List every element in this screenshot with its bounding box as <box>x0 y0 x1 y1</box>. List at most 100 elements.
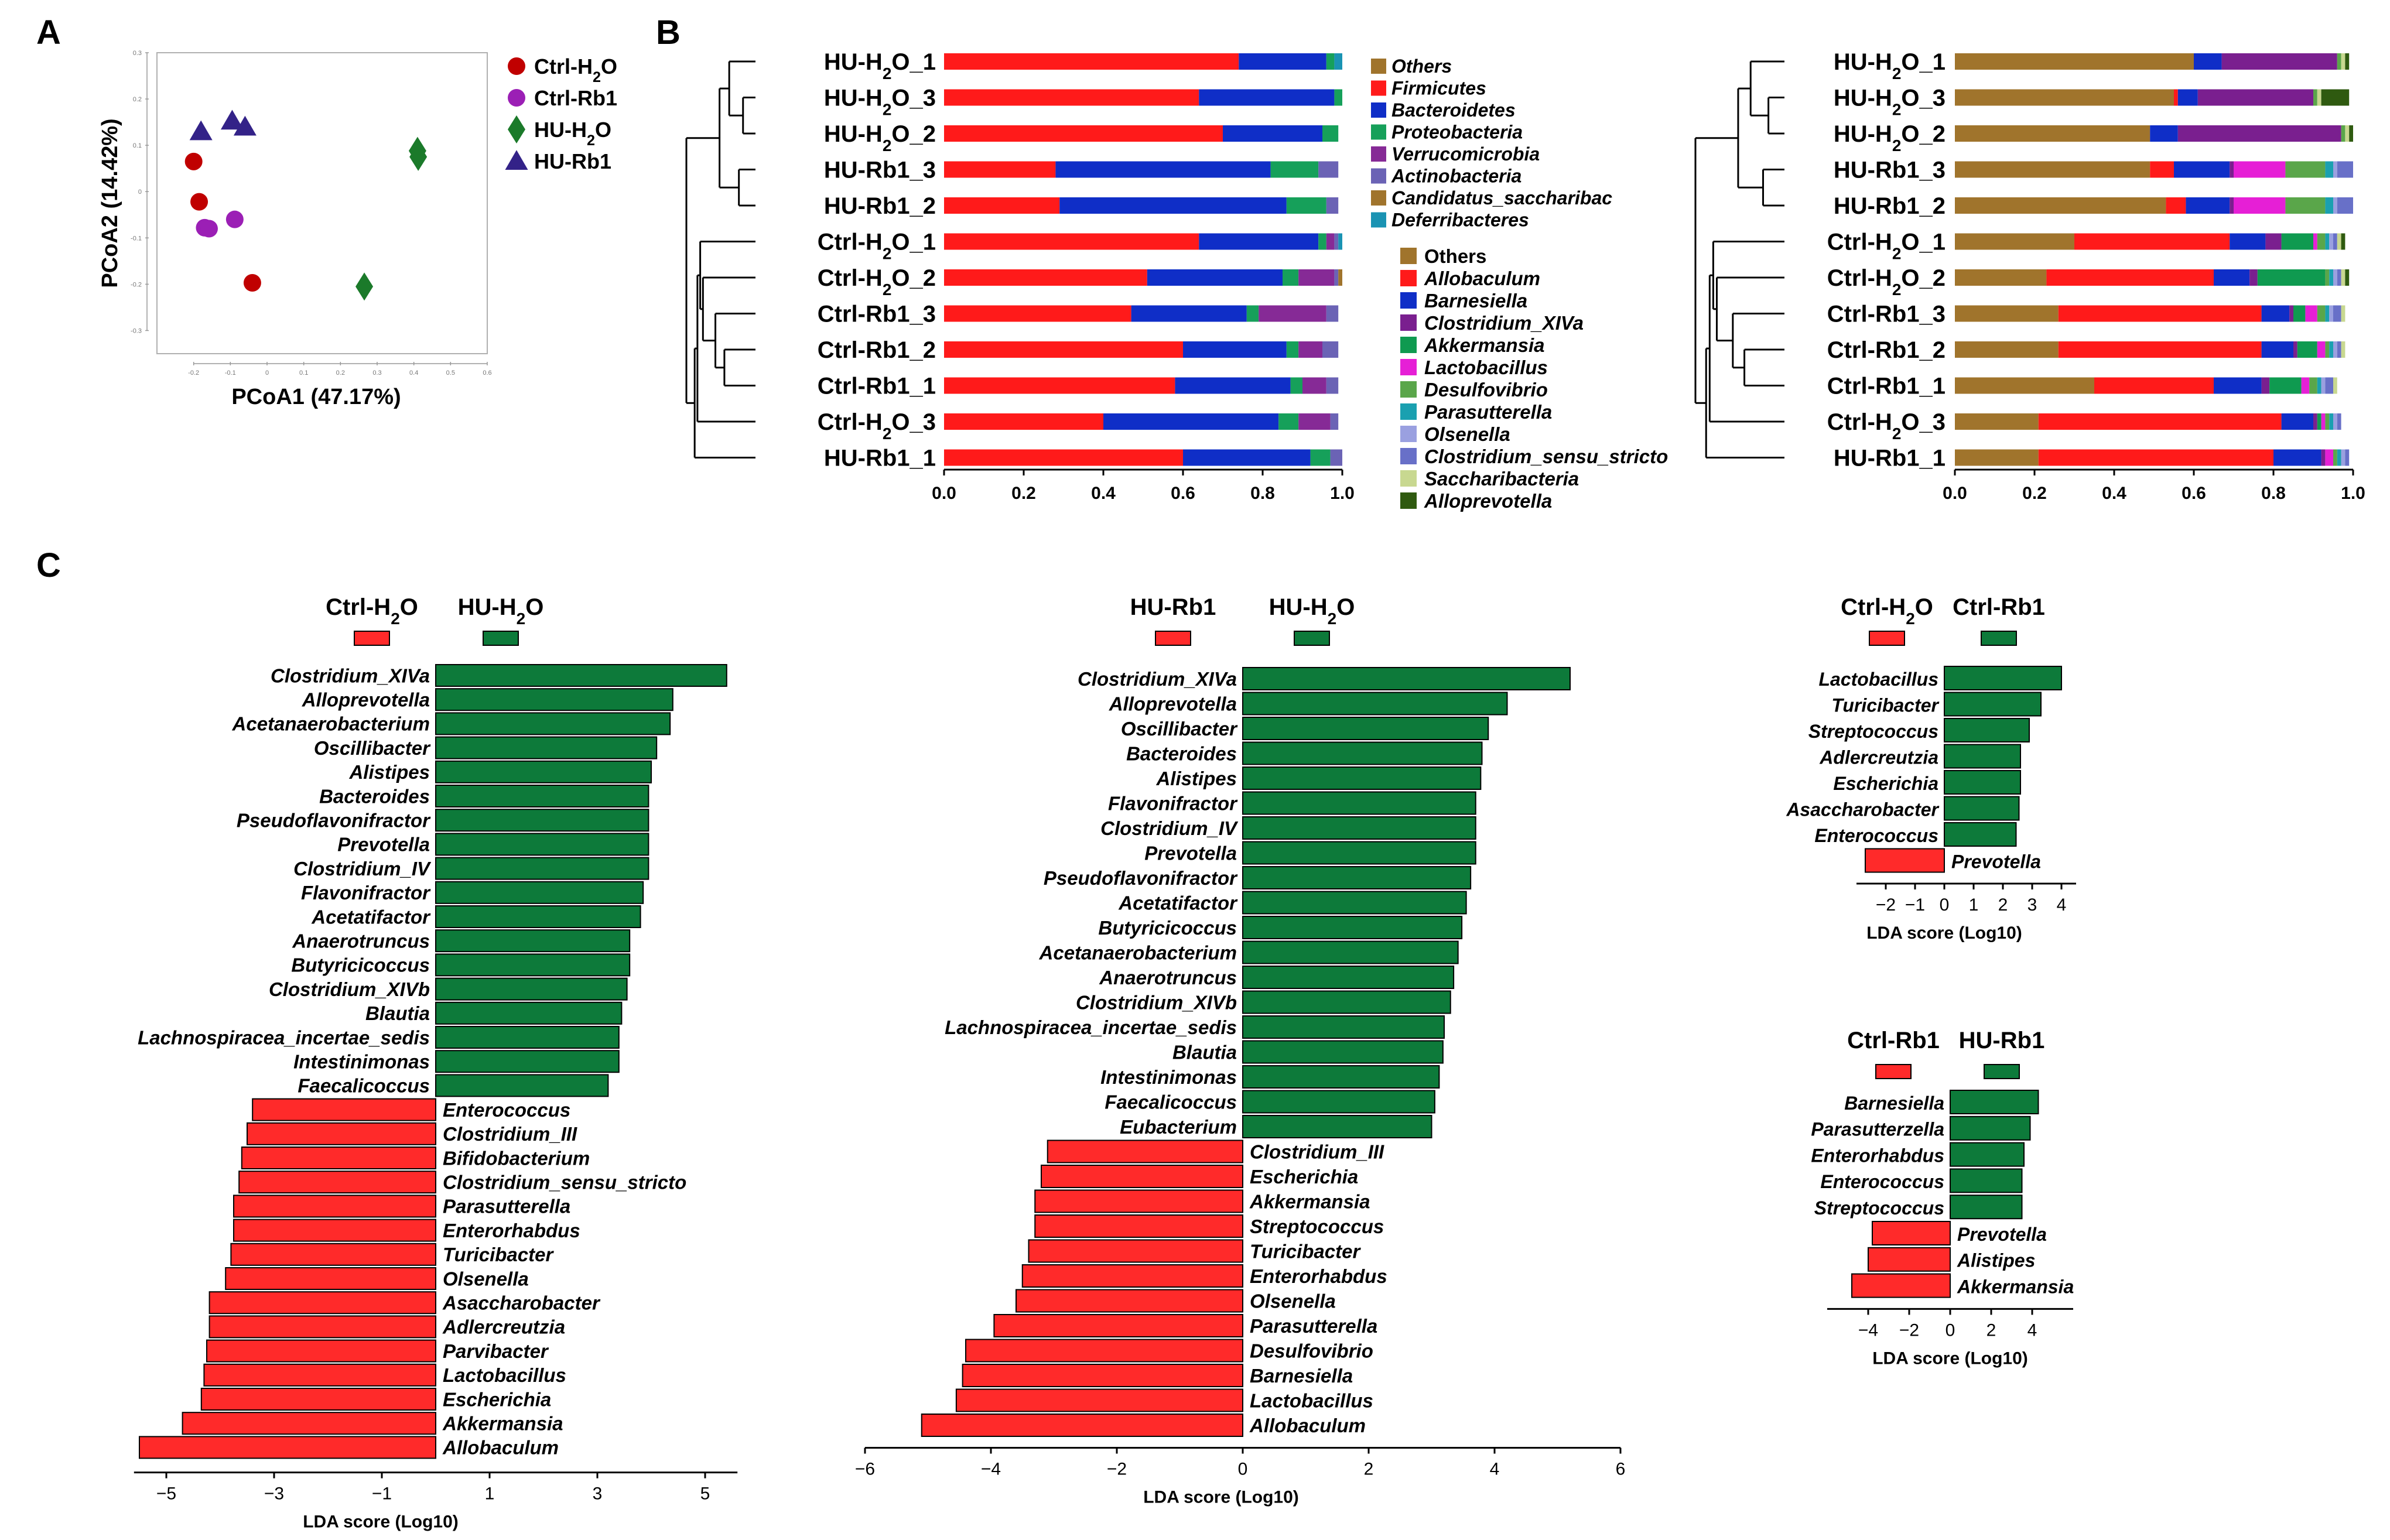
lda-bar-alistipes <box>435 760 652 783</box>
legend-marker-hu-rb1 <box>505 150 528 170</box>
lda-x-tick-label: 3 <box>593 1484 603 1504</box>
genus-legend: OthersAllobaculumBarnesiellaClostridium_… <box>1400 245 1668 512</box>
phylum-segment-proteobacteria <box>1334 89 1342 106</box>
genus-segment-desulfovibrio <box>2325 341 2330 358</box>
lda-taxon-label: Parvibacter <box>443 1340 549 1362</box>
phylum-segment-bacteroidetes <box>1131 305 1247 322</box>
genus-segment-clostridium_sensu_stricto <box>2337 413 2341 430</box>
lda-taxon-label: Olsenella <box>443 1268 529 1289</box>
lda-taxon-label: Escherichia <box>1250 1166 1358 1187</box>
lda-taxon-label: Streptococcus <box>1814 1197 1944 1219</box>
genus-segment-olsenella <box>2333 269 2337 286</box>
phylum-legend-swatch <box>1371 80 1386 96</box>
phylum-legend-label: Actinobacteria <box>1391 166 1521 187</box>
phylum-segment-verrucomicrobia <box>1298 269 1335 286</box>
lda-taxon-label: Clostridium_IV <box>293 858 432 879</box>
lda-x-tick-label: 2 <box>1364 1460 1374 1479</box>
genus-segment-parasutterella <box>2325 305 2330 322</box>
lda-bar-intestinimonas <box>1242 1065 1440 1089</box>
phylum-segment-candidatus_saccharibac <box>1338 269 1342 286</box>
genus-segment-allobaculum <box>2058 341 2262 358</box>
genus-segment-barnesiella <box>2174 161 2230 178</box>
lda-taxon-label: Faecalicoccus <box>1105 1091 1237 1113</box>
phylum-sample-label: HU-Rb1_2 <box>824 193 936 219</box>
lda-bar-bacteroides <box>435 785 649 807</box>
genus-legend-swatch <box>1400 270 1417 286</box>
phylum-segment-bacteroidetes <box>1175 377 1291 394</box>
phylum-segment-bacteroidetes <box>1103 413 1279 430</box>
lda-bar-turicibacter <box>230 1243 436 1266</box>
genus-segment-barnesiella <box>2186 197 2230 214</box>
lda-taxon-label: Akkermansia <box>1249 1191 1370 1213</box>
lda-taxon-label: Prevotella <box>1951 851 2041 872</box>
lda-bar-acetanaerobacterium <box>1242 940 1459 964</box>
genus-segment-parasutterella <box>2325 161 2333 178</box>
phylum-sample-label: HU-H2O_1 <box>824 49 936 83</box>
genus-segment-desulfovibrio <box>2325 269 2330 286</box>
phylum-segment-proteobacteria <box>1326 53 1335 70</box>
lda-bar-blautia <box>435 1001 623 1025</box>
genus-segment-barnesiella <box>2194 53 2222 70</box>
genus-segment-saccharibacteria <box>2317 89 2321 106</box>
lda-taxon-label: Bifidobacterium <box>443 1147 590 1169</box>
phylum-segment-deferribacteres <box>1338 233 1342 250</box>
genus-legend-label: Parasutterella <box>1424 401 1552 423</box>
genus-segment-clostridium_sensu_stricto <box>2337 161 2353 178</box>
genus-segment-desulfovibrio <box>2317 305 2326 322</box>
lda-bar-oscillibacter <box>435 736 658 759</box>
genus-segment-allobaculum <box>2166 197 2186 214</box>
genus-segment-others <box>1955 197 2166 214</box>
lda-x-tick-label: −3 <box>264 1484 284 1504</box>
genus-segment-clostridium_sensu_stricto <box>2325 377 2333 394</box>
lda-group-swatch-left <box>1869 631 1905 646</box>
lda-taxon-label: Streptococcus <box>1808 721 1938 742</box>
phylum-segment-bacteroidetes <box>1183 341 1287 358</box>
genus-segment-saccharibacteria <box>2341 341 2345 358</box>
genus-segment-parasutterella <box>2325 233 2330 250</box>
pcoa-scatter-plot: -0.2 -0.1 0 0.1 0.2 0.3 0.4 0.5 0.6 0.3 0.2 0.1 0 -0.… <box>98 50 617 409</box>
lda-taxon-label: Oscillibacter <box>314 737 431 759</box>
lda-bar-lactobacillus <box>1944 666 2062 690</box>
lda-bar-clostridium_iii <box>247 1122 436 1145</box>
lda-taxon-label: Enterorhabdus <box>1250 1265 1387 1287</box>
genus-segment-clostridium_xiva <box>2249 269 2258 286</box>
genus-x-tick-label: 0.0 <box>1943 484 1967 503</box>
lda-x-axis-label: LDA score (Log10) <box>303 1512 459 1532</box>
lda-taxon-label: Anaerotruncus <box>292 930 430 952</box>
lda-bar-acetatifactor <box>435 905 641 928</box>
genus-sample-label: HU-Rb1_1 <box>1834 446 1945 471</box>
genus-segment-olsenella <box>2333 197 2337 214</box>
genus-segment-desulfovibrio <box>2325 413 2330 430</box>
lda-taxon-label: Parasutterella <box>1250 1315 1377 1337</box>
lda-group-swatch-right <box>1981 631 2017 646</box>
pcoa-point-hu-rb1 <box>189 120 213 141</box>
lda-bar-clostridium_xivb <box>435 977 628 1001</box>
lda-bar-anaerotruncus <box>1242 966 1455 989</box>
lda-x-tick-label: −5 <box>156 1484 176 1504</box>
genus-dendrogram <box>1694 60 1784 458</box>
genus-sample-label: HU-H2O_2 <box>1834 121 1945 155</box>
lda-taxon-label: Allobaculum <box>1249 1415 1366 1436</box>
genus-segment-clostridium_sensu_stricto <box>2337 269 2341 286</box>
genus-segment-akkermansia <box>2297 341 2317 358</box>
genus-segment-parasutterella <box>2317 377 2321 394</box>
lda-taxon-label: Acetanaerobacterium <box>1039 942 1237 964</box>
lda-bar-barnesiella <box>962 1364 1243 1387</box>
lda-x-tick-label: 0 <box>1945 1320 1955 1340</box>
lda-x-tick-label: 2 <box>1986 1320 1996 1340</box>
pcoa-point-hu-h2o <box>409 142 428 171</box>
lda-taxon-label: Intestinimonas <box>1100 1066 1237 1088</box>
lda-x-tick-label: 0 <box>1238 1460 1248 1479</box>
genus-legend-label: Desulfovibrio <box>1424 379 1548 401</box>
lda-bar-clostridium_sensu_stricto <box>238 1171 436 1194</box>
lda-bar-pseudoflavonifractor <box>435 809 649 832</box>
phylum-segment-proteobacteria <box>1283 269 1299 286</box>
lda-bar-prevotella <box>1242 841 1476 865</box>
lda-bar-bacteroides <box>1242 741 1483 765</box>
pcoa-y-tick-label: 0.2 <box>133 96 142 103</box>
genus-sample-label: HU-H2O_3 <box>1834 85 1945 119</box>
genus-segment-parasutterella <box>2329 341 2333 358</box>
genus-segment-clostridium_xiva <box>2230 161 2234 178</box>
phylum-legend-swatch <box>1371 212 1386 228</box>
lda-group-label-right: HU-H2O <box>1269 594 1355 628</box>
